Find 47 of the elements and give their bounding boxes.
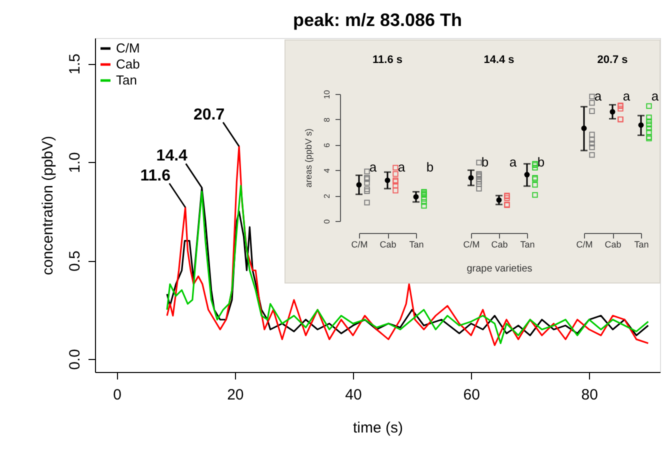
y-tick-label: 1.5 — [66, 54, 84, 75]
y-tick-label: 1.0 — [66, 152, 84, 173]
y-tick-label: 0 — [322, 218, 332, 224]
chart-title: 11.6 s — [372, 54, 402, 66]
x-tick-label: Cab — [380, 240, 396, 250]
chart-title: 20.7 s — [597, 54, 628, 66]
x-tick-label: Cab — [491, 240, 508, 250]
y-tick-label: 2 — [322, 193, 332, 198]
x-axis-title: time (s) — [353, 420, 403, 436]
x-tick-label: 60 — [463, 386, 480, 404]
x-tick-label: Tan — [520, 240, 535, 250]
x-tick-label: 20 — [227, 386, 244, 404]
annotation: 20.7 — [193, 106, 225, 124]
annotation: a — [594, 88, 602, 104]
annotation: a — [369, 160, 378, 175]
x-tick-label: Cab — [604, 240, 622, 250]
legend-label: C/M — [116, 40, 140, 56]
y-tick-label: 4 — [322, 168, 332, 173]
x-tick-label: C/M — [463, 240, 480, 250]
x-tick-label: 40 — [345, 386, 362, 404]
y-tick-label: 0.0 — [66, 349, 84, 370]
x-tick-label: C/M — [576, 240, 593, 250]
annotation: 11.6 — [140, 167, 171, 184]
annotation: a — [509, 154, 518, 170]
y-tick-label: 8 — [322, 117, 332, 122]
chart-title: peak: m/z 83.086 Th — [292, 10, 462, 30]
annotation: a — [398, 160, 406, 175]
annotation: b — [481, 154, 489, 170]
annotation: 14.4 — [156, 148, 188, 165]
y-axis-title: areas (ppbV s) — [304, 128, 314, 188]
y-tick-label: 6 — [322, 142, 332, 148]
annotation: a — [622, 88, 631, 104]
annotation: b — [537, 154, 545, 170]
x-tick-label: C/M — [351, 240, 368, 250]
x-tick-label: Tan — [634, 240, 649, 250]
legend-label: Tan — [116, 72, 137, 88]
x-tick-label: 80 — [581, 386, 598, 404]
annotation: a — [651, 88, 660, 104]
y-axis-title: concentration (ppbV) — [40, 136, 56, 276]
x-axis-title: grape varieties — [466, 264, 532, 274]
y-tick-label: 10 — [322, 90, 332, 99]
x-tick-label: 0 — [113, 386, 122, 404]
y-tick-label: 0.5 — [66, 250, 84, 272]
chart-title: 14.4 s — [484, 54, 514, 66]
legend-label: Cab — [116, 56, 140, 72]
x-tick-label: Tan — [409, 240, 424, 250]
annotation: b — [426, 160, 434, 175]
